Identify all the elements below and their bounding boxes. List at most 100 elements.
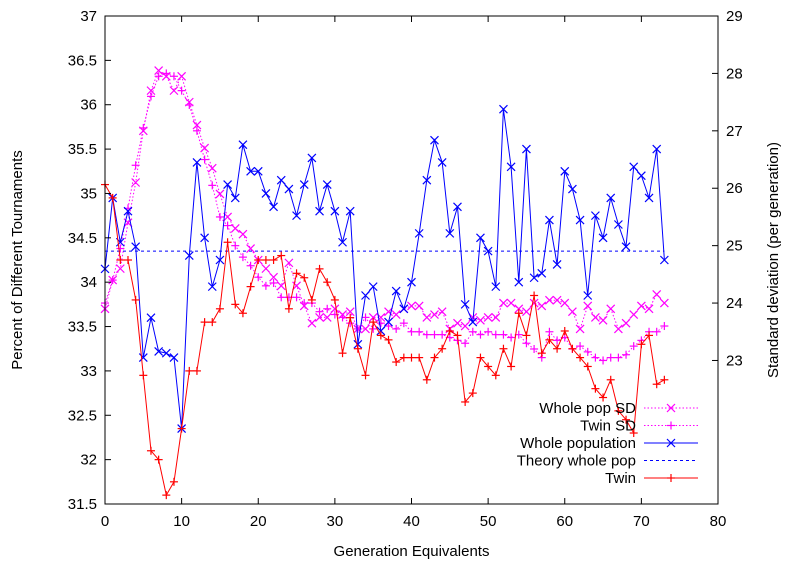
x-tick-label: 0 — [101, 513, 109, 530]
data-point-whole-population — [652, 144, 662, 154]
data-point-whole-population — [146, 313, 156, 323]
data-point-twin — [177, 424, 186, 433]
data-point-whole-pop-sd — [315, 312, 324, 322]
data-point-twin — [223, 238, 232, 247]
data-point-twin — [139, 371, 148, 380]
legend-label: Whole pop SD — [539, 400, 636, 417]
data-point-twin — [422, 375, 431, 384]
data-point-twin — [123, 256, 132, 264]
marker-stroke — [666, 403, 676, 413]
marker-stroke — [514, 304, 524, 314]
marker-stroke — [138, 353, 148, 363]
data-point-whole-population — [545, 215, 554, 225]
data-point-twin — [208, 318, 217, 327]
data-point-whole-population — [606, 193, 616, 203]
data-point-whole-pop-sd — [384, 307, 393, 317]
data-point-twin — [384, 335, 393, 344]
marker-stroke — [629, 310, 639, 319]
data-point-twin — [545, 335, 554, 344]
marker-stroke — [230, 193, 240, 203]
marker-stroke — [131, 242, 141, 252]
data-point-whole-pop-sd — [215, 189, 225, 199]
data-point-whole-pop-sd — [659, 298, 669, 308]
marker-stroke — [146, 313, 156, 323]
y-tick-label: 33.5 — [68, 319, 97, 336]
data-point-whole-pop-sd — [567, 307, 577, 317]
data-point-twin-sd — [177, 86, 186, 95]
data-point-twin — [169, 477, 178, 486]
marker-stroke — [537, 301, 547, 311]
data-point-whole-population — [414, 228, 424, 238]
legend-item-theory-whole-pop: Theory whole pop — [517, 453, 698, 470]
data-point-whole-pop-sd — [621, 318, 631, 328]
data-point-twin-sd — [223, 221, 232, 230]
data-point-twin — [652, 380, 661, 389]
marker-stroke — [445, 228, 455, 238]
data-point-twin-sd — [499, 330, 508, 339]
marker-stroke — [476, 315, 485, 325]
x-tick-label: 10 — [173, 513, 190, 530]
data-point-twin — [254, 256, 263, 264]
data-point-whole-pop-sd — [345, 307, 355, 317]
data-point-twin-sd — [438, 330, 447, 339]
data-point-twin — [507, 362, 516, 371]
data-point-whole-population — [659, 255, 669, 265]
data-point-whole-pop-sd — [598, 315, 608, 325]
marker-stroke — [437, 307, 447, 317]
data-point-whole-pop-sd — [560, 298, 570, 308]
marker-stroke — [491, 312, 501, 322]
marker-stroke — [276, 281, 286, 291]
data-point-twin-sd — [530, 344, 539, 353]
marker-stroke — [506, 162, 516, 172]
data-point-whole-pop-sd — [636, 301, 646, 311]
data-point-whole-pop-sd — [629, 310, 639, 319]
data-point-whole-pop-sd — [506, 298, 516, 308]
x-tick-label: 60 — [556, 513, 573, 530]
marker-stroke — [391, 286, 401, 296]
data-point-twin — [277, 251, 286, 260]
data-point-whole-population — [299, 180, 309, 190]
data-point-whole-pop-sd — [545, 295, 554, 305]
data-point-whole-population — [552, 260, 562, 269]
data-point-whole-pop-sd — [476, 315, 485, 325]
data-point-whole-population — [560, 166, 570, 176]
data-point-whole-population — [636, 171, 646, 181]
marker-stroke — [483, 246, 493, 256]
marker-stroke — [384, 317, 393, 327]
data-point-twin-sd — [576, 342, 585, 351]
marker-stroke — [529, 273, 539, 283]
marker-stroke — [238, 140, 248, 150]
data-point-twin — [514, 309, 523, 318]
data-point-twin — [246, 282, 255, 291]
data-point-twin-sd — [208, 181, 217, 190]
data-point-whole-pop-sd — [575, 324, 585, 334]
marker-stroke — [552, 260, 562, 269]
marker-stroke — [184, 251, 194, 260]
marker-stroke — [322, 180, 332, 190]
data-point-whole-pop-sd — [330, 304, 340, 314]
data-point-whole-population — [161, 348, 171, 358]
data-point-whole-pop-sd — [146, 86, 156, 96]
data-point-whole-pop-sd — [437, 307, 447, 317]
marker-stroke — [666, 438, 676, 448]
data-point-twin — [430, 353, 439, 362]
marker-stroke — [476, 233, 485, 243]
data-point-whole-pop-sd — [269, 272, 278, 282]
data-point-twin-sd — [376, 319, 385, 328]
marker-stroke — [146, 86, 156, 96]
marker-stroke — [598, 315, 608, 325]
data-point-whole-pop-sd — [499, 298, 508, 308]
marker-stroke — [644, 304, 654, 314]
data-point-whole-population — [644, 193, 654, 203]
marker-stroke — [246, 166, 256, 176]
marker-stroke — [460, 321, 470, 331]
y-tick-label: 31.5 — [68, 496, 97, 513]
data-point-twin-sd — [407, 327, 416, 336]
marker-stroke — [292, 281, 301, 291]
data-point-twin-sd — [146, 92, 155, 101]
data-point-twin — [116, 256, 125, 264]
y2-tick-label: 24 — [726, 295, 743, 312]
data-point-whole-pop-sd — [522, 307, 531, 317]
